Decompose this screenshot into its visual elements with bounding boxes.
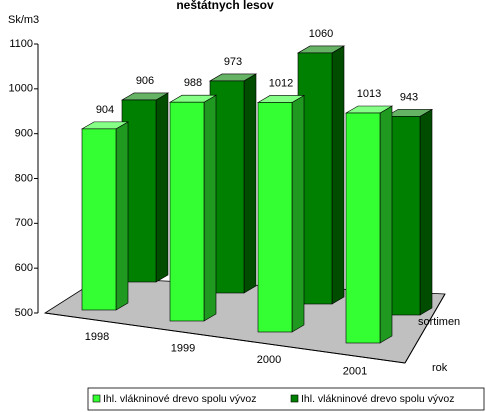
depth-axis-label: sortimen	[418, 316, 460, 328]
value-label: 906	[136, 75, 154, 87]
x-axis	[44, 312, 406, 364]
y-tick-label: 800	[15, 172, 33, 184]
y-tick-label: 500	[15, 307, 33, 319]
legend-label: Ihl. vlákninové drevo spolu vývoz	[103, 393, 257, 405]
y-axis-label: Sk/m3	[8, 14, 39, 26]
value-label: 1012	[269, 77, 293, 89]
bar	[345, 112, 381, 344]
bar-side	[419, 108, 433, 316]
value-label: 988	[184, 77, 202, 89]
bar-side	[115, 121, 129, 311]
bar-side	[291, 94, 305, 333]
legend-swatch	[92, 394, 101, 403]
y-tick-label: 700	[15, 217, 33, 229]
x-tick-label: 1999	[171, 342, 195, 354]
y-tick-label: 1000	[9, 83, 33, 95]
depth-axis	[404, 293, 446, 364]
legend-label: Ihl. vlákninové drevo spolu vývoz	[301, 393, 455, 405]
bar-side	[203, 94, 217, 322]
bar-side	[155, 92, 169, 283]
bar-side	[331, 45, 345, 305]
legend-swatch	[290, 394, 299, 403]
x-tick-label: 1998	[85, 331, 109, 343]
bar	[257, 102, 293, 333]
legend	[87, 387, 485, 411]
chart-title: neštátnych lesov	[176, 0, 274, 12]
x-tick-label: 2000	[257, 354, 281, 366]
bar-side	[379, 105, 393, 344]
x-axis-label: rok	[432, 362, 448, 374]
value-label: 943	[400, 91, 418, 103]
value-label: 1060	[309, 28, 333, 40]
value-label: 904	[96, 104, 114, 116]
value-label: 1013	[357, 88, 381, 100]
value-label: 973	[224, 56, 242, 68]
x-tick-label: 2001	[343, 365, 367, 377]
y-tick-label: 1100	[9, 38, 33, 50]
y-tick-label: 900	[15, 128, 33, 140]
bar	[81, 128, 117, 311]
y-tick-label: 600	[15, 262, 33, 274]
bar-side	[243, 73, 257, 294]
bar	[169, 101, 205, 322]
